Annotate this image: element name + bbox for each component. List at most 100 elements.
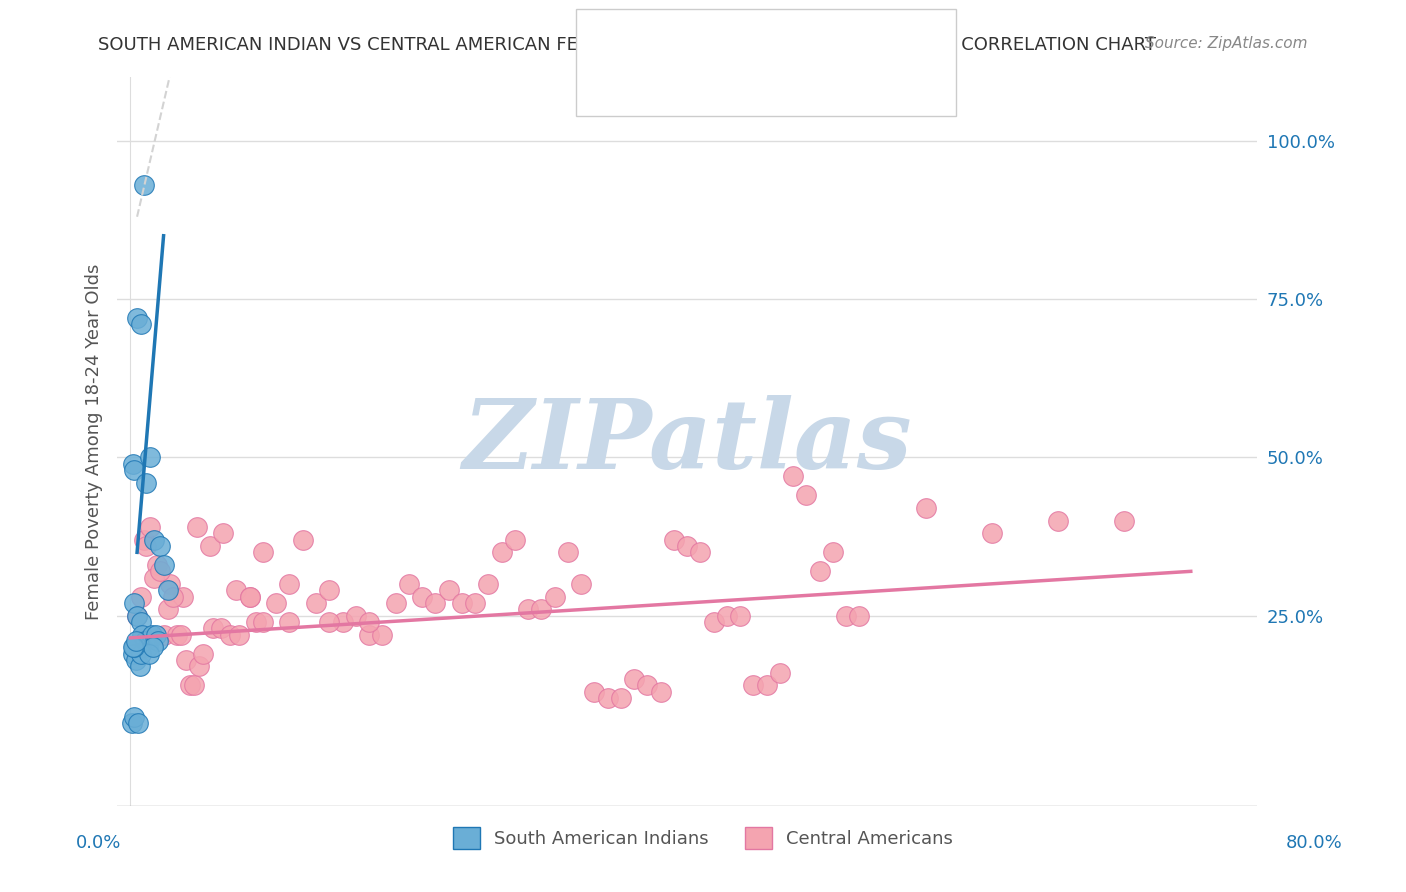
Text: ZIPatlas: ZIPatlas [463,394,912,489]
Point [125,653,148,667]
Point [411,590,433,604]
Point [252,615,274,629]
Point [142,640,165,655]
Point [172,590,194,604]
Text: 32: 32 [794,37,820,55]
Point [981,526,1004,541]
Point [138,647,160,661]
Point [450,596,472,610]
Point [201,621,224,635]
Point [796,488,818,502]
Point [139,520,162,534]
Point [437,583,460,598]
Point [728,608,751,623]
Point [225,583,247,598]
Point [125,608,148,623]
Point [127,716,149,731]
Point [122,647,145,661]
Point [139,450,162,465]
Point [318,615,340,629]
Point [464,596,486,610]
Point [159,577,181,591]
Point [132,178,155,192]
Point [676,539,699,553]
Point [569,577,592,591]
Point [252,545,274,559]
Point [209,621,232,635]
Point [149,565,172,579]
Point [835,608,858,623]
Text: 0.590: 0.590 [682,37,738,55]
Point [188,659,211,673]
Point [305,596,328,610]
Point [152,558,174,572]
Point [583,684,606,698]
Point [166,628,188,642]
Point [782,469,804,483]
Point [124,596,146,610]
Point [186,520,208,534]
Point [128,659,150,673]
Text: 0.275: 0.275 [682,73,738,91]
Point [152,628,174,642]
Point [124,640,146,655]
Point [742,678,765,692]
Point [914,501,936,516]
Point [1114,514,1136,528]
Point [769,665,792,680]
Point [134,634,156,648]
Point [218,628,240,642]
Point [141,628,163,642]
Point [278,615,301,629]
Point [371,628,394,642]
Point [291,533,314,547]
Text: N =: N = [752,37,792,55]
Point [129,615,152,629]
Point [623,672,645,686]
Text: R =: R = [640,73,679,91]
Point [318,583,340,598]
Point [848,608,870,623]
Point [543,590,565,604]
Point [156,602,179,616]
Point [636,678,658,692]
Point [179,678,201,692]
Point [716,608,738,623]
Point [136,640,159,655]
Point [808,565,831,579]
Point [121,716,143,731]
Point [264,596,287,610]
Text: SOUTH AMERICAN INDIAN VS CENTRAL AMERICAN FEMALE POVERTY AMONG 18-24 YEAR OLDS C: SOUTH AMERICAN INDIAN VS CENTRAL AMERICA… [98,36,1156,54]
Point [384,596,406,610]
Point [198,539,221,553]
Point [125,634,148,648]
Point [1047,514,1070,528]
Point [129,647,152,661]
Text: ■: ■ [612,37,633,56]
Text: 80.0%: 80.0% [1286,834,1343,852]
Text: ■: ■ [612,72,633,92]
Point [278,577,301,591]
Point [135,539,157,553]
Point [124,710,146,724]
Point [689,545,711,559]
Point [122,457,145,471]
Point [132,533,155,547]
Point [228,628,250,642]
Point [245,615,267,629]
Point [131,628,153,642]
Point [129,590,152,604]
Point [122,640,145,655]
Point [125,311,148,326]
Point [703,615,725,629]
Point [162,590,184,604]
Legend: South American Indians, Central Americans: South American Indians, Central American… [446,820,960,856]
Point [146,558,169,572]
Point [174,653,197,667]
Text: Source: ZipAtlas.com: Source: ZipAtlas.com [1144,36,1308,51]
Point [662,533,685,547]
Text: 0.0%: 0.0% [76,834,121,852]
Point [149,539,172,553]
Point [650,684,672,698]
Point [156,583,179,598]
